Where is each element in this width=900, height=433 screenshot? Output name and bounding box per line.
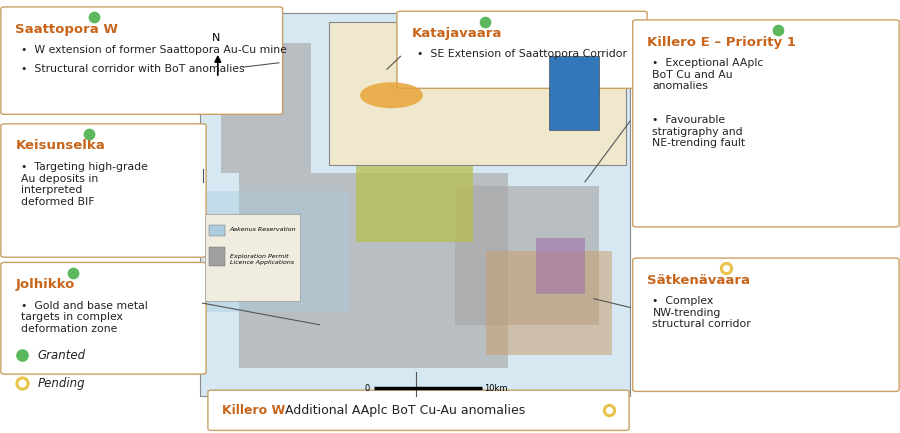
Point — [87, 14, 102, 21]
Text: •  Complex
NW-trending
structural corridor: • Complex NW-trending structural corrido… — [652, 296, 752, 330]
FancyBboxPatch shape — [1, 7, 283, 114]
Bar — [220, 43, 310, 173]
Bar — [549, 56, 598, 130]
Bar — [454, 186, 598, 325]
Bar — [486, 251, 612, 355]
Text: •  W extension of former Saattopora Au-Cu mine: • W extension of former Saattopora Au-Cu… — [21, 45, 286, 55]
Text: Pending: Pending — [38, 377, 86, 390]
Text: Saattopora W: Saattopora W — [15, 23, 118, 36]
Text: •  Favourable
stratigraphy and
NE-trending fault: • Favourable stratigraphy and NE-trendin… — [652, 115, 745, 149]
Point — [478, 18, 492, 25]
Text: Killero W: Killero W — [222, 404, 285, 417]
Point — [602, 407, 616, 414]
Text: Aakenus Reservation: Aakenus Reservation — [230, 227, 296, 232]
Bar — [209, 225, 225, 236]
Text: •  SE Extension of Saattopora Corridor: • SE Extension of Saattopora Corridor — [417, 49, 626, 59]
Text: Keisunselka: Keisunselka — [15, 139, 105, 152]
Text: Killero E – Priority 1: Killero E – Priority 1 — [647, 36, 796, 48]
FancyBboxPatch shape — [633, 20, 899, 227]
Point — [82, 131, 96, 138]
FancyBboxPatch shape — [1, 262, 206, 374]
Point — [771, 27, 786, 34]
Bar — [205, 191, 349, 312]
Text: Additional AAplc BoT Cu-Au anomalies: Additional AAplc BoT Cu-Au anomalies — [281, 404, 525, 417]
Point — [14, 380, 29, 387]
Text: N: N — [212, 33, 220, 43]
FancyBboxPatch shape — [633, 258, 899, 391]
FancyBboxPatch shape — [1, 124, 206, 257]
Ellipse shape — [360, 82, 423, 108]
Point — [14, 352, 29, 359]
Text: Sätkenävaara: Sätkenävaara — [647, 274, 750, 287]
Text: Exploration Permit
Licence Applications: Exploration Permit Licence Applications — [230, 255, 293, 265]
Bar — [356, 104, 454, 165]
Bar — [328, 22, 626, 165]
Bar — [356, 139, 472, 242]
Bar — [238, 173, 508, 368]
Point — [719, 265, 733, 272]
Text: •  Exceptional AAplc
BoT Cu and Au
anomalies: • Exceptional AAplc BoT Cu and Au anomal… — [652, 58, 764, 91]
Bar — [209, 247, 225, 266]
Text: Katajavaara: Katajavaara — [411, 27, 501, 40]
Text: 10km: 10km — [484, 384, 508, 393]
Text: Granted: Granted — [38, 349, 86, 362]
FancyBboxPatch shape — [397, 11, 647, 88]
Text: •  Gold and base metal
targets in complex
deformation zone: • Gold and base metal targets in complex… — [21, 301, 148, 334]
FancyBboxPatch shape — [208, 390, 629, 430]
Point — [66, 269, 80, 276]
Bar — [536, 238, 585, 294]
Text: •  Targeting high-grade
Au deposits in
interpreted
deformed BIF: • Targeting high-grade Au deposits in in… — [21, 162, 148, 207]
Text: 0: 0 — [364, 384, 370, 393]
Bar — [205, 214, 300, 301]
Text: Jolhikko: Jolhikko — [15, 278, 75, 291]
Text: •  Structural corridor with BoT anomalies: • Structural corridor with BoT anomalies — [21, 64, 244, 74]
Bar — [200, 13, 630, 396]
